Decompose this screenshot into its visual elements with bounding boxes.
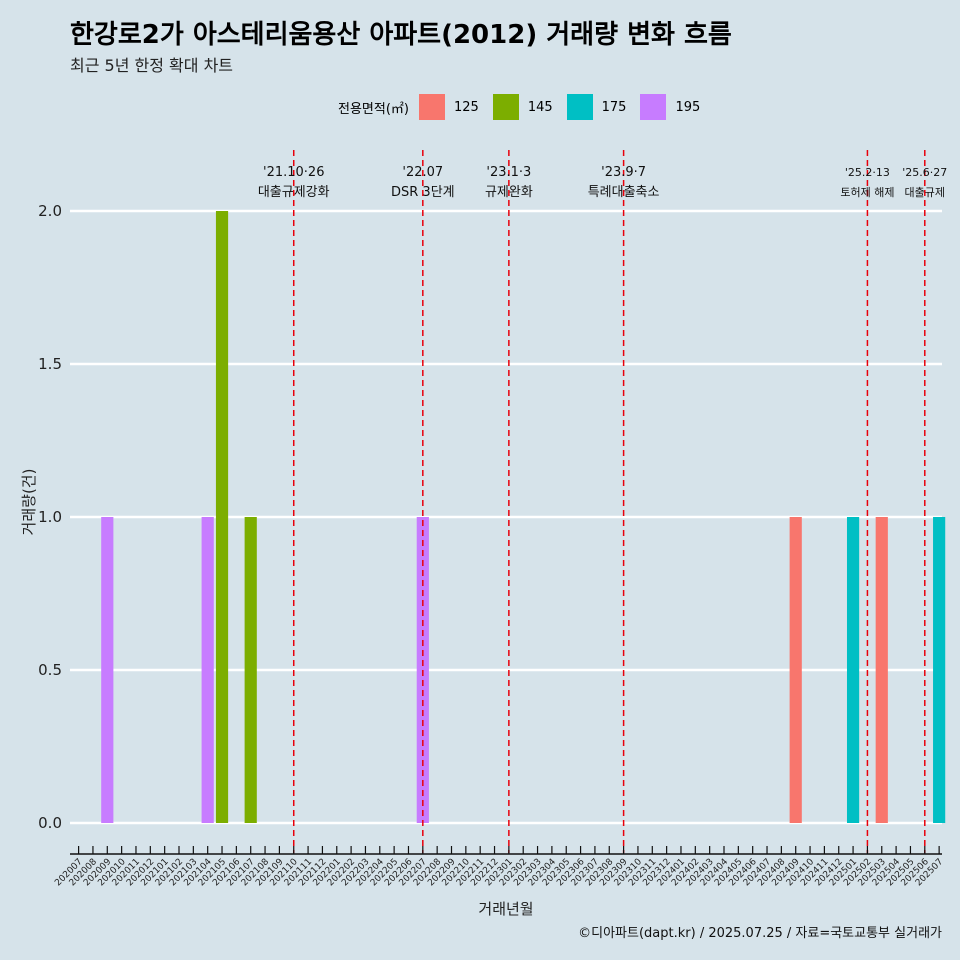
legend-label-175: 175 xyxy=(601,99,627,115)
y-tick-label: 0.5 xyxy=(38,661,62,679)
event-date-label: '23.1·3 xyxy=(486,165,531,180)
y-tick-label: 1.5 xyxy=(38,355,62,373)
legend-label-195: 195 xyxy=(675,99,701,115)
legend-title: 전용면적(㎡) xyxy=(338,101,409,117)
event-name-label: 특례대출축소 xyxy=(588,185,660,200)
event-name-label: 대출규제 xyxy=(905,186,945,199)
bar-202104-195 xyxy=(201,517,214,823)
bar-202409-125 xyxy=(789,517,802,823)
legend: 전용면적(㎡) 125 145 175 195 xyxy=(338,93,714,121)
bar-202507-175 xyxy=(933,517,946,823)
event-date-label: '25.6·27 xyxy=(902,166,947,179)
y-tick-label: 0.0 xyxy=(38,814,62,832)
event-date-label: '22.07 xyxy=(402,165,443,180)
event-name-label: 대출규제강화 xyxy=(258,185,330,200)
legend-swatch-145 xyxy=(492,94,519,120)
event-date-label: '23.9·7 xyxy=(601,165,646,180)
bar-202105-145 xyxy=(215,211,229,823)
bar-202009-195 xyxy=(101,517,114,823)
y-tick-label: 1.0 xyxy=(38,508,62,526)
event-name-label: DSR 3단계 xyxy=(391,185,455,200)
event-date-label: '25.2·13 xyxy=(845,166,890,179)
y-axis-title: 거래량(건) xyxy=(20,469,38,536)
legend-swatch-195 xyxy=(640,94,667,120)
x-axis-title: 거래년월 xyxy=(478,900,533,918)
event-name-label: 규제완화 xyxy=(485,185,533,200)
legend-item-125: 125 xyxy=(418,94,479,120)
legend-label-145: 145 xyxy=(527,99,553,115)
legend-swatch-175 xyxy=(566,94,593,120)
chart-subtitle: 최근 5년 한정 확대 차트 xyxy=(70,56,234,75)
chart-title: 한강로2가 아스테리움용산 아파트(2012) 거래량 변화 흐름 xyxy=(70,20,732,50)
y-tick-label: 2.0 xyxy=(38,202,62,220)
event-date-label: '21.10·26 xyxy=(263,165,324,180)
chart-caption: ©디아파트(dapt.kr) / 2025.07.25 / 자료=국토교통부 실… xyxy=(578,926,942,941)
event-name-label: 토허제 해제 xyxy=(840,185,894,199)
bar-202107-145 xyxy=(244,517,257,823)
legend-swatch-125 xyxy=(418,94,445,120)
legend-item-195: 195 xyxy=(640,94,700,120)
bar-202503-125 xyxy=(875,517,888,823)
legend-item-175: 175 xyxy=(566,94,627,120)
bar-202501-175 xyxy=(846,517,860,823)
legend-item-145: 145 xyxy=(492,94,553,120)
legend-label-125: 125 xyxy=(453,99,479,115)
